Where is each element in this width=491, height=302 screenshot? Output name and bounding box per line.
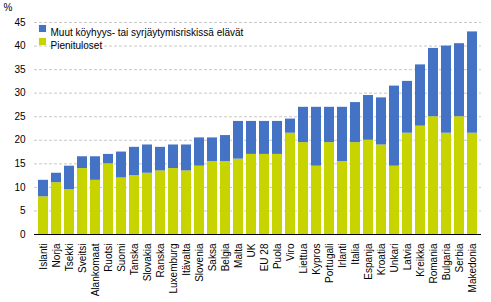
svg-text:10: 10 — [14, 182, 26, 193]
svg-text:Slovakia: Slovakia — [142, 243, 153, 281]
svg-text:Liettua: Liettua — [298, 243, 309, 273]
svg-text:Kypros: Kypros — [311, 244, 322, 275]
svg-text:Ranska: Ranska — [155, 243, 166, 277]
svg-text:0: 0 — [20, 229, 26, 240]
svg-text:EU 28: EU 28 — [259, 243, 270, 271]
svg-text:5: 5 — [20, 205, 26, 216]
svg-text:25: 25 — [14, 111, 26, 122]
svg-text:35: 35 — [14, 64, 26, 75]
svg-text:Islanti: Islanti — [38, 244, 49, 270]
svg-text:Saksa: Saksa — [207, 243, 218, 271]
svg-text:45: 45 — [14, 17, 26, 28]
svg-text:Belgia: Belgia — [220, 243, 231, 271]
svg-text:Tsekki: Tsekki — [64, 244, 75, 272]
svg-text:Romania: Romania — [428, 243, 439, 283]
svg-text:40: 40 — [14, 40, 26, 51]
svg-text:Itävalta: Itävalta — [181, 243, 192, 276]
svg-text:Sveitsi: Sveitsi — [77, 244, 88, 273]
svg-text:Irlanti: Irlanti — [337, 244, 348, 268]
svg-text:Pienituloset: Pienituloset — [51, 40, 103, 51]
svg-text:Espanja: Espanja — [363, 243, 374, 280]
svg-text:Tanska: Tanska — [129, 243, 140, 275]
svg-text:Puola: Puola — [272, 243, 283, 269]
svg-text:Alankomaat: Alankomaat — [90, 243, 101, 296]
svg-text:Muut köyhyys- tai syrjäytymisr: Muut köyhyys- tai syrjäytymisriskissä el… — [51, 27, 244, 38]
svg-text:Luxemburg: Luxemburg — [168, 244, 179, 294]
svg-text:UK: UK — [246, 243, 257, 257]
svg-text:Unkari: Unkari — [389, 244, 400, 273]
svg-text:Malta: Malta — [233, 243, 244, 268]
svg-text:Kreikka: Kreikka — [415, 243, 426, 277]
svg-text:30: 30 — [14, 87, 26, 98]
svg-text:20: 20 — [14, 134, 26, 145]
svg-text:Norja: Norja — [51, 243, 62, 267]
svg-text:%: % — [4, 2, 13, 13]
svg-text:Makedonia: Makedonia — [467, 243, 478, 292]
svg-text:Bulgaria: Bulgaria — [441, 243, 452, 280]
svg-text:Serbia: Serbia — [454, 243, 465, 272]
svg-text:Ruotsi: Ruotsi — [103, 244, 114, 272]
svg-text:Portugali: Portugali — [324, 244, 335, 283]
svg-text:15: 15 — [14, 158, 26, 169]
svg-text:Italia: Italia — [350, 243, 361, 265]
svg-text:Latvia: Latvia — [402, 243, 413, 270]
svg-text:Suomi: Suomi — [116, 244, 127, 272]
svg-text:Viro: Viro — [285, 243, 296, 261]
svg-text:Kroatia: Kroatia — [376, 243, 387, 275]
svg-text:Slovenia: Slovenia — [194, 243, 205, 282]
